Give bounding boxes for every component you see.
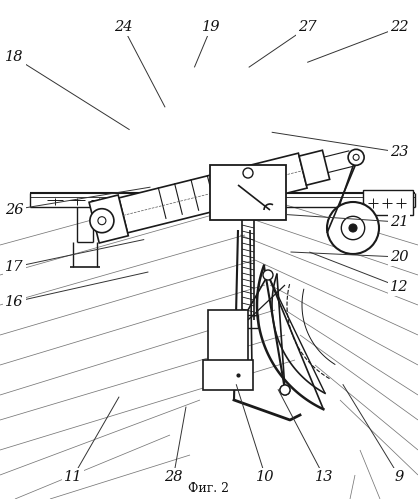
Polygon shape (119, 153, 307, 233)
Text: 18: 18 (5, 50, 24, 64)
Circle shape (280, 385, 290, 395)
Polygon shape (210, 165, 286, 220)
Circle shape (349, 224, 357, 232)
Text: 12: 12 (390, 280, 408, 294)
Circle shape (90, 209, 114, 233)
Text: 26: 26 (5, 203, 24, 217)
Text: Фиг. 2: Фиг. 2 (189, 482, 229, 495)
Circle shape (243, 168, 253, 178)
Circle shape (98, 217, 106, 225)
Text: 13: 13 (315, 470, 333, 484)
Circle shape (348, 149, 364, 165)
Text: 21: 21 (390, 215, 408, 229)
Text: 9: 9 (395, 470, 404, 484)
Text: 17: 17 (5, 260, 24, 274)
Text: 27: 27 (298, 20, 316, 34)
Polygon shape (203, 360, 253, 390)
Circle shape (263, 270, 273, 280)
Polygon shape (89, 195, 128, 243)
Text: 23: 23 (390, 145, 408, 159)
Text: 19: 19 (202, 20, 220, 34)
Circle shape (97, 205, 117, 225)
Text: 28: 28 (164, 470, 183, 484)
Circle shape (280, 385, 290, 395)
Polygon shape (299, 150, 330, 185)
Circle shape (353, 154, 359, 160)
Circle shape (342, 216, 364, 240)
Text: 20: 20 (390, 250, 408, 264)
Circle shape (104, 213, 110, 218)
Polygon shape (208, 310, 248, 385)
Text: 24: 24 (114, 20, 133, 34)
Text: 11: 11 (64, 470, 82, 484)
Circle shape (327, 202, 379, 254)
Text: 22: 22 (390, 20, 408, 34)
Polygon shape (363, 190, 413, 215)
Text: 16: 16 (5, 295, 24, 309)
Text: 10: 10 (256, 470, 275, 484)
